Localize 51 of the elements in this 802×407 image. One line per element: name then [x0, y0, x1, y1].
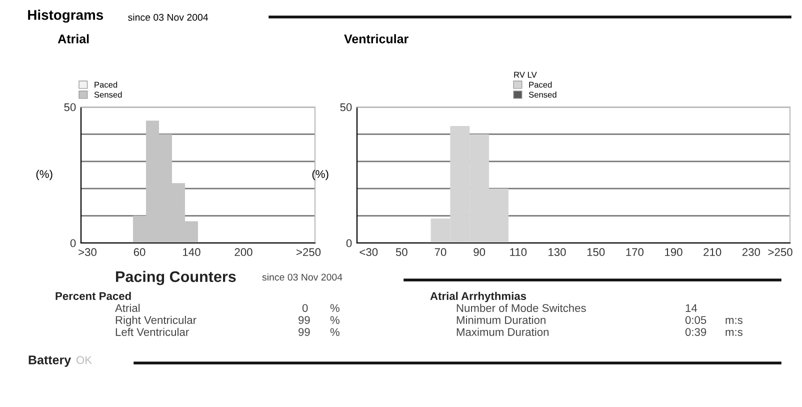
text: 99 — [298, 316, 310, 324]
x-tick-label: >250 — [768, 248, 792, 256]
x-tick-label: 60 — [134, 248, 146, 256]
x-tick-label: 90 — [474, 248, 486, 256]
text: 0:05 — [685, 316, 706, 324]
legend-title: RV LV — [514, 72, 537, 78]
x-tick-label: 70 — [434, 248, 446, 256]
text: % — [330, 328, 340, 336]
text: 99 — [298, 328, 310, 336]
x-tick-label: 230 — [742, 248, 760, 256]
chart-title: Atrial — [58, 34, 89, 44]
x-tick-label: 210 — [704, 248, 722, 256]
x-tick-label: 200 — [234, 248, 252, 256]
text: since 03 Nov 2004 — [262, 273, 342, 281]
text: Maximum Duration — [456, 328, 549, 336]
text: since 03 Nov 2004 — [128, 14, 208, 21]
x-tick-label: 130 — [548, 248, 566, 256]
x-tick-label: 140 — [183, 248, 200, 256]
legend-label: Paced — [529, 82, 552, 88]
legend-label: Paced — [94, 82, 118, 88]
legend-label: Sensed — [94, 92, 122, 98]
text: % — [330, 304, 340, 312]
text: Percent Paced — [56, 292, 131, 300]
text: Left Ventricular — [116, 328, 189, 336]
text: 0 — [302, 304, 308, 312]
text: % — [330, 316, 340, 324]
x-tick-label: 170 — [626, 248, 644, 256]
text: Number of Mode Switches — [456, 304, 586, 312]
chart-title: Ventricular — [344, 34, 408, 44]
text: Histograms — [28, 10, 104, 23]
text: m:s — [726, 318, 742, 324]
text: Atrial — [115, 304, 140, 312]
x-tick-label: >250 — [296, 248, 321, 256]
text: 14 — [686, 304, 698, 312]
x-tick-label: 50 — [396, 248, 408, 256]
x-tick-label: 110 — [510, 248, 527, 256]
text: m:s — [726, 330, 742, 336]
x-tick-label: >30 — [78, 248, 96, 256]
text: Pacing Counters — [116, 270, 236, 286]
x-tick-label: <30 — [360, 248, 378, 256]
text: Minimum Duration — [456, 316, 546, 324]
legend-label: Sensed — [528, 92, 556, 98]
text: 0:39 — [685, 328, 706, 336]
y-axis-title: (%) — [312, 170, 328, 180]
text: OK — [76, 356, 92, 364]
x-tick-label: 150 — [587, 248, 605, 256]
text: Atrial Arrhythmias — [430, 292, 526, 302]
y-axis-title: (%) — [36, 170, 52, 180]
text: Battery — [28, 356, 72, 367]
text: Right Ventricular — [116, 316, 196, 326]
x-tick-label: 190 — [665, 248, 682, 256]
